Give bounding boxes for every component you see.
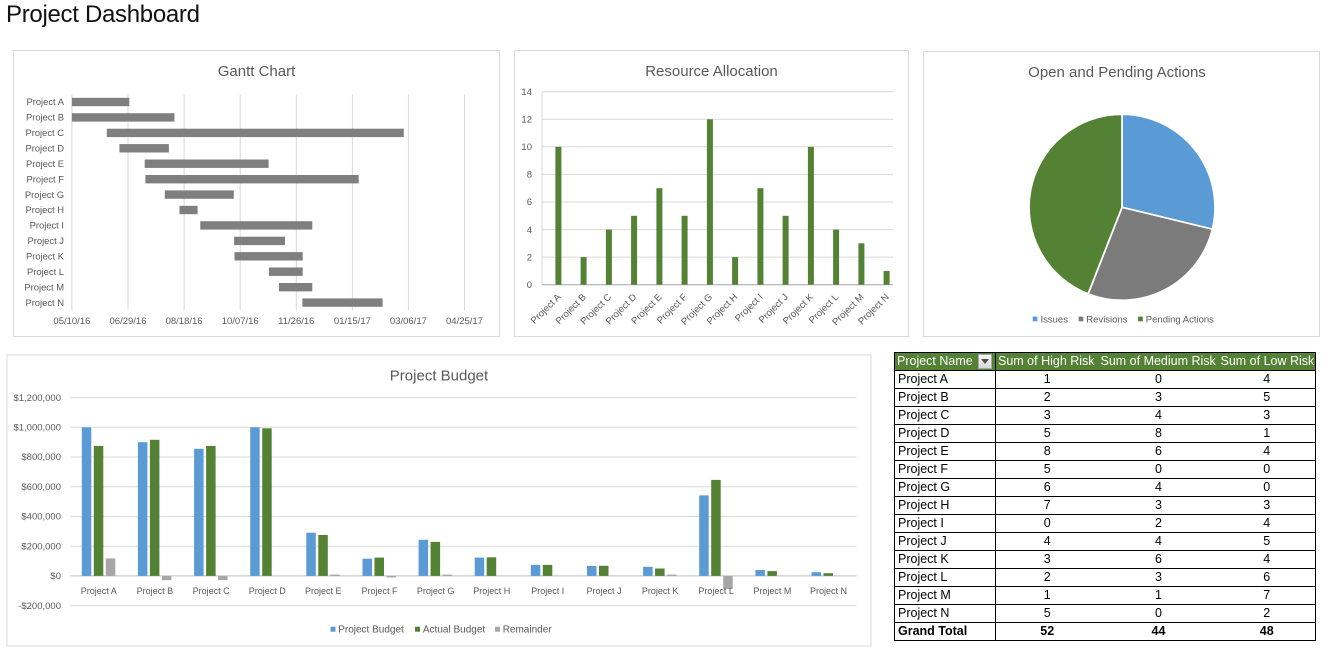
svg-text:Issues: Issues (1041, 315, 1069, 326)
svg-text:Project N: Project N (25, 297, 64, 308)
svg-text:Resource Allocation: Resource Allocation (645, 63, 778, 80)
svg-text:05/10/16: 05/10/16 (53, 316, 90, 327)
svg-text:Revisions: Revisions (1086, 315, 1127, 326)
svg-text:06/29/16: 06/29/16 (110, 316, 147, 327)
svg-text:$600,000: $600,000 (21, 482, 61, 493)
svg-text:Gantt Chart: Gantt Chart (218, 63, 296, 80)
svg-text:Project Budget: Project Budget (390, 368, 489, 385)
svg-text:03/06/17: 03/06/17 (390, 316, 427, 327)
svg-text:$1,000,000: $1,000,000 (13, 423, 61, 434)
svg-text:Project G: Project G (25, 189, 64, 200)
svg-text:0: 0 (527, 280, 532, 291)
svg-text:Project L: Project L (27, 266, 64, 277)
svg-text:Project J: Project J (28, 235, 64, 246)
svg-text:Actual Budget: Actual Budget (423, 624, 485, 635)
svg-text:Project D: Project D (25, 143, 64, 154)
svg-text:8: 8 (527, 170, 532, 181)
svg-text:2: 2 (527, 252, 532, 263)
svg-text:Project I: Project I (30, 220, 64, 231)
svg-text:Project M: Project M (24, 281, 64, 292)
svg-text:Project N: Project N (810, 586, 847, 596)
svg-text:Pending Actions: Pending Actions (1146, 315, 1214, 326)
svg-text:Project B: Project B (26, 112, 64, 123)
svg-text:10: 10 (521, 142, 532, 153)
svg-text:12: 12 (521, 115, 532, 126)
svg-text:Project Budget: Project Budget (338, 624, 404, 635)
svg-text:6: 6 (527, 197, 532, 208)
svg-text:Project M: Project M (753, 586, 791, 596)
svg-text:Open and Pending Actions: Open and Pending Actions (1028, 64, 1206, 81)
svg-text:Project K: Project K (642, 586, 679, 596)
svg-text:Remainder: Remainder (503, 624, 553, 635)
svg-text:14: 14 (521, 87, 532, 98)
svg-text:-$200,000: -$200,000 (18, 601, 61, 612)
svg-text:$0: $0 (50, 571, 61, 582)
svg-text:Project E: Project E (26, 158, 64, 169)
svg-text:Project B: Project B (137, 586, 174, 596)
svg-text:Project D: Project D (249, 586, 287, 596)
svg-text:Project F: Project F (361, 586, 398, 596)
svg-text:Project C: Project C (193, 586, 231, 596)
svg-text:Project G: Project G (417, 586, 455, 596)
svg-text:$400,000: $400,000 (21, 512, 61, 523)
svg-text:Project C: Project C (25, 127, 64, 138)
svg-text:$800,000: $800,000 (21, 452, 61, 463)
svg-text:04/25/17: 04/25/17 (446, 316, 483, 327)
svg-text:Project K: Project K (26, 251, 65, 262)
svg-text:08/18/16: 08/18/16 (166, 316, 203, 327)
svg-text:01/15/17: 01/15/17 (334, 316, 371, 327)
svg-text:Project A: Project A (81, 586, 117, 596)
svg-text:Project H: Project H (473, 586, 510, 596)
svg-text:Project J: Project J (586, 586, 621, 596)
svg-text:10/07/16: 10/07/16 (222, 316, 259, 327)
svg-text:$200,000: $200,000 (21, 541, 61, 552)
svg-text:4: 4 (527, 225, 532, 236)
svg-text:11/26/16: 11/26/16 (278, 316, 314, 327)
svg-text:Project H: Project H (25, 204, 64, 215)
svg-text:Project L: Project L (698, 586, 734, 596)
svg-text:$1,200,000: $1,200,000 (13, 393, 61, 404)
svg-text:Project E: Project E (305, 586, 342, 596)
svg-text:Project A: Project A (26, 96, 64, 107)
svg-text:Project F: Project F (26, 173, 64, 184)
svg-text:Project I: Project I (531, 586, 564, 596)
